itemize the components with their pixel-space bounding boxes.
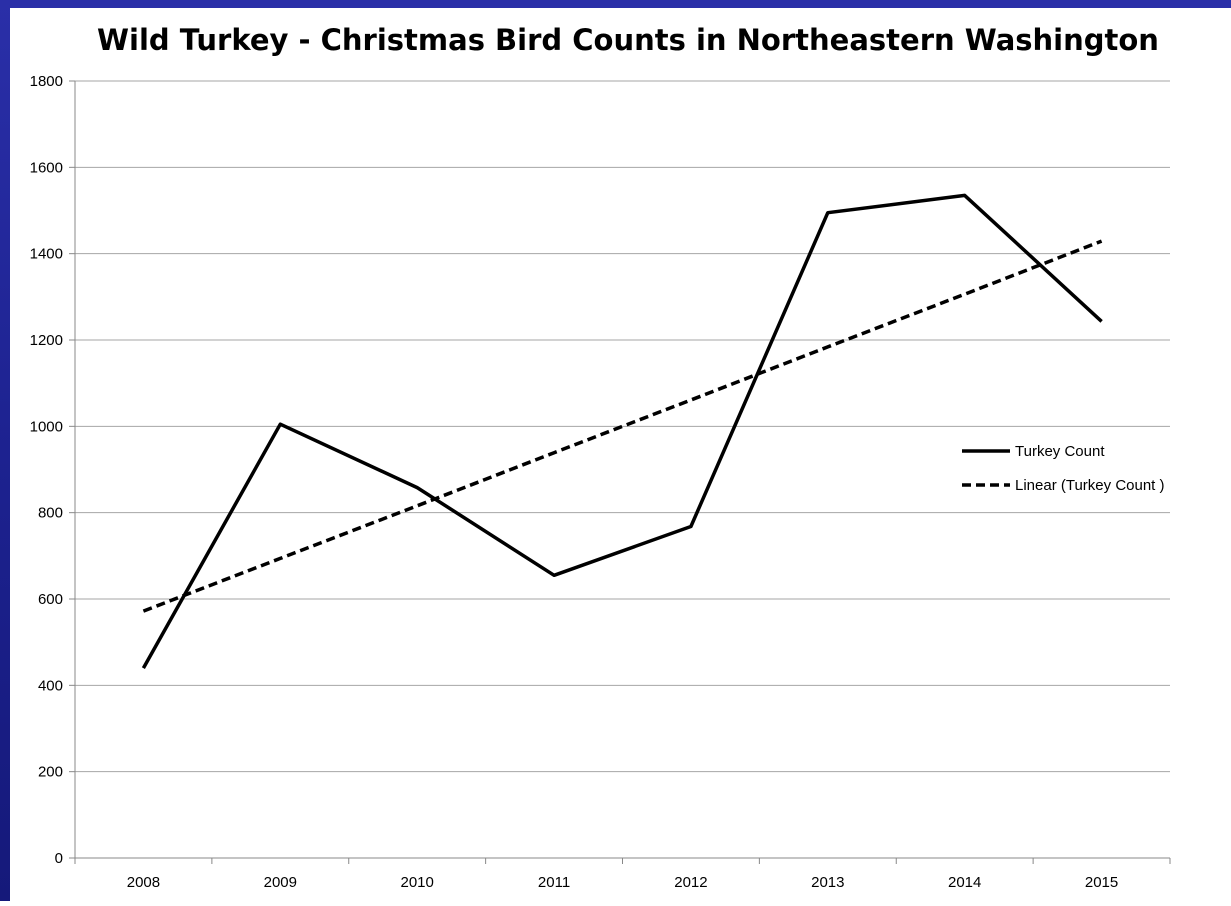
x-tick-label: 2014 — [948, 874, 981, 891]
y-tick-label: 400 — [38, 677, 63, 694]
gridlines — [75, 80, 1170, 773]
x-tick-label: 2013 — [811, 874, 844, 891]
y-tick-label: 200 — [38, 764, 63, 781]
x-tick-label: 2010 — [401, 874, 434, 891]
chart-panel: Wild Turkey - Christmas Bird Counts in N… — [10, 8, 1231, 901]
axes: 0 200 400 600 800 1000 1200 1400 1600 1800 2008 200… — [30, 73, 1171, 891]
y-tick-label: 600 — [38, 591, 63, 608]
x-tick-label: 2011 — [538, 874, 570, 891]
x-tick-label: 2009 — [264, 874, 297, 891]
x-tick-label: 2008 — [127, 874, 160, 891]
x-tick-label: 2015 — [1085, 874, 1118, 891]
y-tick-label: 1000 — [30, 418, 63, 435]
line-chart: Wild Turkey - Christmas Bird Counts in N… — [30, 23, 1171, 891]
y-tick-label: 1600 — [30, 159, 63, 176]
y-tick-label: 800 — [38, 505, 63, 522]
y-tick-label: 1800 — [30, 73, 63, 90]
x-tick-label: 2012 — [674, 874, 707, 891]
chart-title: Wild Turkey - Christmas Bird Counts in N… — [97, 23, 1159, 57]
y-tick-label: 1200 — [30, 332, 63, 349]
turkey-count-series-line — [141, 193, 1103, 669]
y-tick-label: 1400 — [30, 246, 63, 263]
legend-label: Linear (Turkey Count ) — [1015, 477, 1165, 494]
trendline-series-line — [142, 239, 1103, 613]
legend: Turkey Count Linear (Turkey Count ) — [962, 443, 1165, 494]
series-lines — [141, 193, 1103, 669]
y-tick-label: 0 — [55, 850, 63, 867]
legend-label: Turkey Count — [1015, 443, 1105, 460]
